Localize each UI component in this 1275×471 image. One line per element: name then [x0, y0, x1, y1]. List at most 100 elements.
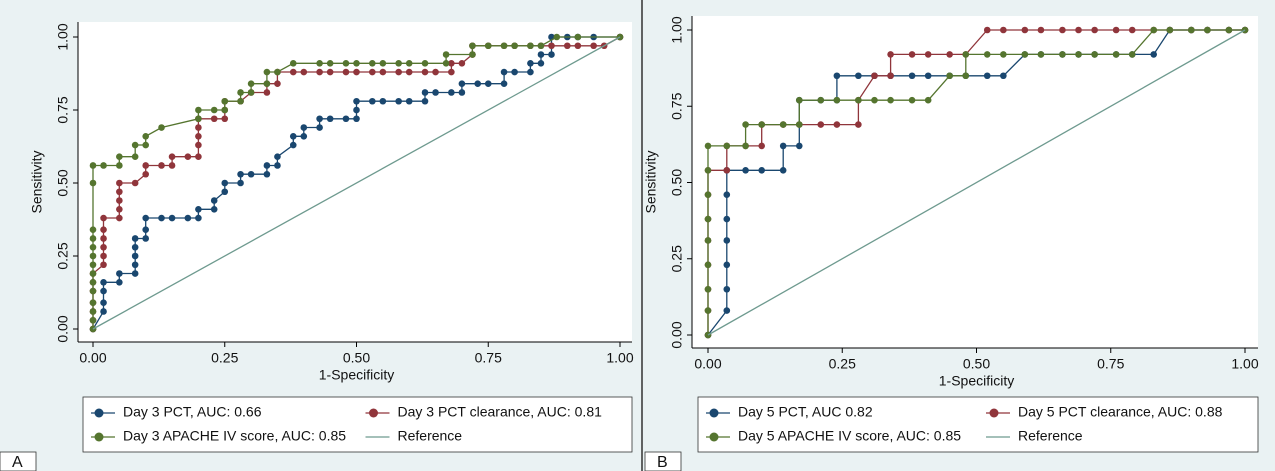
roc-point [116, 188, 123, 196]
roc-point [142, 235, 149, 242]
roc-point [537, 59, 545, 67]
roc-point [887, 51, 894, 58]
legend-label: Reference [1018, 428, 1083, 444]
roc-point [300, 132, 308, 140]
y-tick-label: 1.00 [55, 23, 71, 50]
legend-marker [94, 432, 104, 442]
roc-point [983, 51, 991, 58]
y-tick-label: 0.00 [669, 321, 685, 348]
roc-point [195, 141, 202, 149]
roc-point [237, 179, 244, 187]
roc-point [184, 153, 192, 161]
roc-point [833, 121, 841, 128]
roc-point [131, 261, 139, 269]
panel-label: A [12, 454, 23, 471]
roc-point [458, 89, 466, 96]
roc-point [300, 68, 308, 76]
roc-point [100, 287, 107, 295]
roc-point [1059, 26, 1066, 34]
roc-point [448, 89, 455, 96]
x-tick-label: 0.75 [475, 350, 502, 366]
roc-point [342, 59, 350, 67]
roc-point [168, 162, 176, 169]
roc-point [100, 308, 107, 315]
plot-area [692, 16, 1258, 348]
roc-point [511, 42, 518, 50]
legend-box [697, 396, 1259, 453]
roc-point [448, 68, 455, 76]
roc-point [723, 285, 731, 293]
roc-point [210, 115, 218, 123]
roc-point [131, 179, 139, 187]
roc-point [574, 33, 582, 41]
roc-point [855, 96, 862, 104]
roc-point [723, 261, 731, 269]
roc-point [379, 59, 387, 67]
roc-point [432, 89, 439, 96]
roc-point [742, 167, 749, 174]
roc-point [1112, 51, 1120, 58]
roc-point [142, 170, 149, 178]
roc-point [1000, 26, 1007, 34]
roc-point [442, 51, 450, 58]
roc-point [484, 80, 492, 88]
roc-point [405, 59, 413, 67]
roc-point [210, 197, 218, 204]
roc-point [484, 42, 492, 50]
roc-point [548, 51, 555, 58]
y-axis-title: Sensitivity [29, 150, 45, 213]
roc-point [1075, 26, 1082, 34]
roc-point [704, 237, 712, 244]
roc-point [342, 68, 350, 76]
roc-point [704, 307, 712, 314]
x-tick-label: 0.25 [211, 350, 238, 366]
roc-point [527, 59, 534, 67]
roc-point [458, 59, 466, 67]
x-tick-label: 1.00 [606, 350, 633, 366]
roc-point [723, 142, 731, 150]
roc-point [89, 243, 97, 251]
roc-point [1204, 26, 1211, 34]
roc-line [707, 29, 1246, 336]
x-tick-label: 0.00 [694, 356, 721, 372]
legend-marker [709, 408, 719, 418]
roc-point [274, 162, 281, 169]
roc-point [195, 205, 202, 213]
roc-point [1037, 26, 1045, 34]
roc-point [100, 235, 107, 242]
roc-point [195, 214, 202, 222]
roc-point [131, 235, 139, 242]
roc-point [263, 80, 271, 88]
roc-point [779, 142, 787, 150]
roc-point [221, 97, 229, 105]
roc-point [100, 261, 107, 269]
roc-point [237, 89, 244, 96]
y-axis-title: Sensitivity [643, 150, 659, 213]
roc-point [89, 299, 97, 307]
roc-point [326, 115, 334, 123]
roc-point [89, 162, 97, 169]
roc-point [833, 96, 841, 104]
y-tick-label: 0.25 [669, 245, 685, 272]
roc-point [89, 179, 97, 187]
roc-point [316, 68, 323, 76]
roc-point [723, 215, 731, 223]
roc-point [116, 153, 123, 161]
panel-label-box [644, 451, 682, 471]
legend-label: Day 5 APACHE IV score, AUC: 0.85 [738, 428, 961, 444]
roc-point [548, 42, 555, 50]
roc-point [395, 97, 402, 105]
roc-point [353, 59, 360, 67]
roc-point [500, 80, 508, 88]
roc-point [89, 270, 97, 277]
x-tick-label: 0.50 [963, 356, 990, 372]
roc-point [353, 68, 360, 76]
roc-point [195, 106, 202, 114]
legend-label: Day 3 APACHE IV score, AUC: 0.85 [123, 428, 346, 444]
roc-point [116, 214, 123, 222]
roc-point [300, 124, 308, 131]
roc-point [833, 72, 841, 80]
roc-point [527, 42, 534, 50]
roc-point [379, 68, 387, 76]
